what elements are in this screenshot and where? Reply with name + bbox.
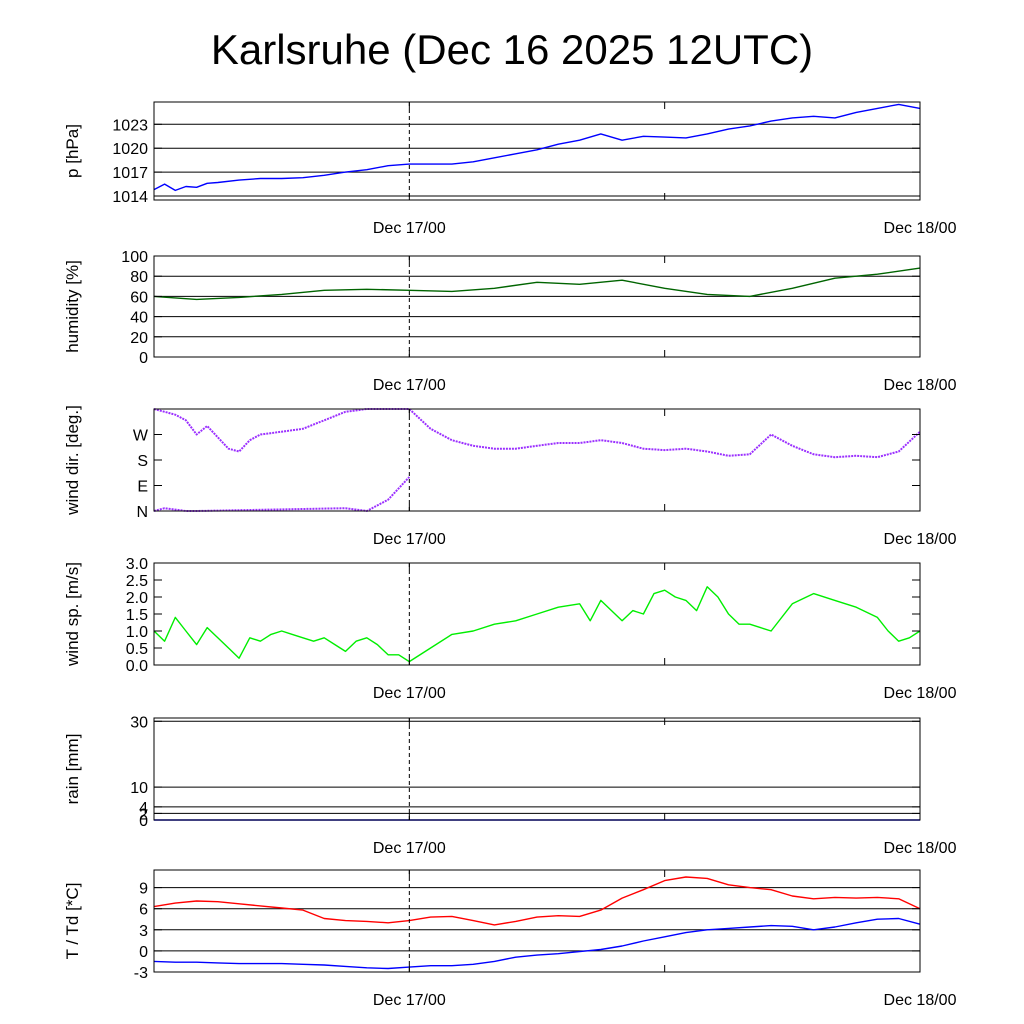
x-tick-label: Dec 17/00 [373,531,446,548]
panel-frame [153,408,921,512]
chart-title: Karlsruhe (Dec 16 2025 12UTC) [210,26,814,73]
x-tick-label: Dec 18/00 [884,840,957,857]
y-tick-label: N [136,504,148,521]
y-axis-label: wind sp. [m/s] [63,562,82,667]
y-tick-label: 0.0 [126,658,148,675]
y-tick-label: -3 [134,965,148,982]
x-tick-label: Dec 17/00 [373,840,446,857]
y-tick-label: 40 [130,310,148,327]
y-tick-label: 4 [139,800,148,817]
panel-frame [153,717,921,821]
y-tick-label: 20 [130,330,148,347]
y-tick-label: 80 [130,269,148,286]
x-tick-label: Dec 18/00 [884,685,957,702]
y-tick-label: E [137,479,148,496]
panel-frame [153,255,921,358]
x-tick-label: Dec 17/00 [373,992,446,1009]
y-tick-label: 3 [139,923,148,940]
x-tick-label: Dec 18/00 [884,377,957,394]
y-tick-label: 1.5 [126,607,148,624]
y-tick-label: 0 [139,944,148,961]
y-tick-label: 6 [139,902,148,919]
series-line-1 [153,408,921,459]
series-line-1 [153,103,921,192]
y-axis-label: T / Td [*C] [63,883,82,960]
y-tick-label: 1020 [112,141,148,158]
y-tick-label: 1017 [112,165,148,182]
y-tick-label: 2 [139,806,148,823]
y-tick-label: 10 [130,780,148,797]
x-tick-label: Dec 18/00 [884,531,957,548]
y-tick-label: 3.0 [126,556,148,573]
x-tick-label: Dec 18/00 [884,220,957,237]
series-line-1 [153,586,921,663]
y-tick-label: W [133,428,149,445]
y-tick-label: 2.0 [126,590,148,607]
y-axis-label: rain [mm] [63,734,82,805]
series-line-1 [153,267,921,301]
panel-frame [153,101,921,201]
x-tick-label: Dec 17/00 [373,220,446,237]
x-tick-label: Dec 17/00 [373,685,446,702]
y-tick-label: 0 [139,350,148,367]
y-axis-label: humidity [%] [63,260,82,353]
y-axis-label: wind dir. [deg.] [63,405,82,516]
y-tick-label: 1.0 [126,624,148,641]
x-tick-label: Dec 18/00 [884,992,957,1009]
y-tick-label: 0.5 [126,641,148,658]
y-tick-label: 2.5 [126,573,148,590]
y-tick-label: 100 [121,249,148,266]
series-line-2 [153,917,921,970]
x-tick-label: Dec 17/00 [373,377,446,394]
y-tick-label: 0 [139,813,148,830]
y-tick-label: 1023 [112,117,148,134]
series-line-2 [153,476,411,512]
y-tick-label: 1014 [112,189,148,206]
y-tick-label: 9 [139,881,148,898]
y-tick-label: 60 [130,289,148,306]
panel-frame [153,869,921,973]
y-axis-label: p [hPa] [63,124,82,178]
series-line-1 [153,876,921,926]
y-tick-label: S [137,453,148,470]
y-tick-label: 30 [130,714,148,731]
